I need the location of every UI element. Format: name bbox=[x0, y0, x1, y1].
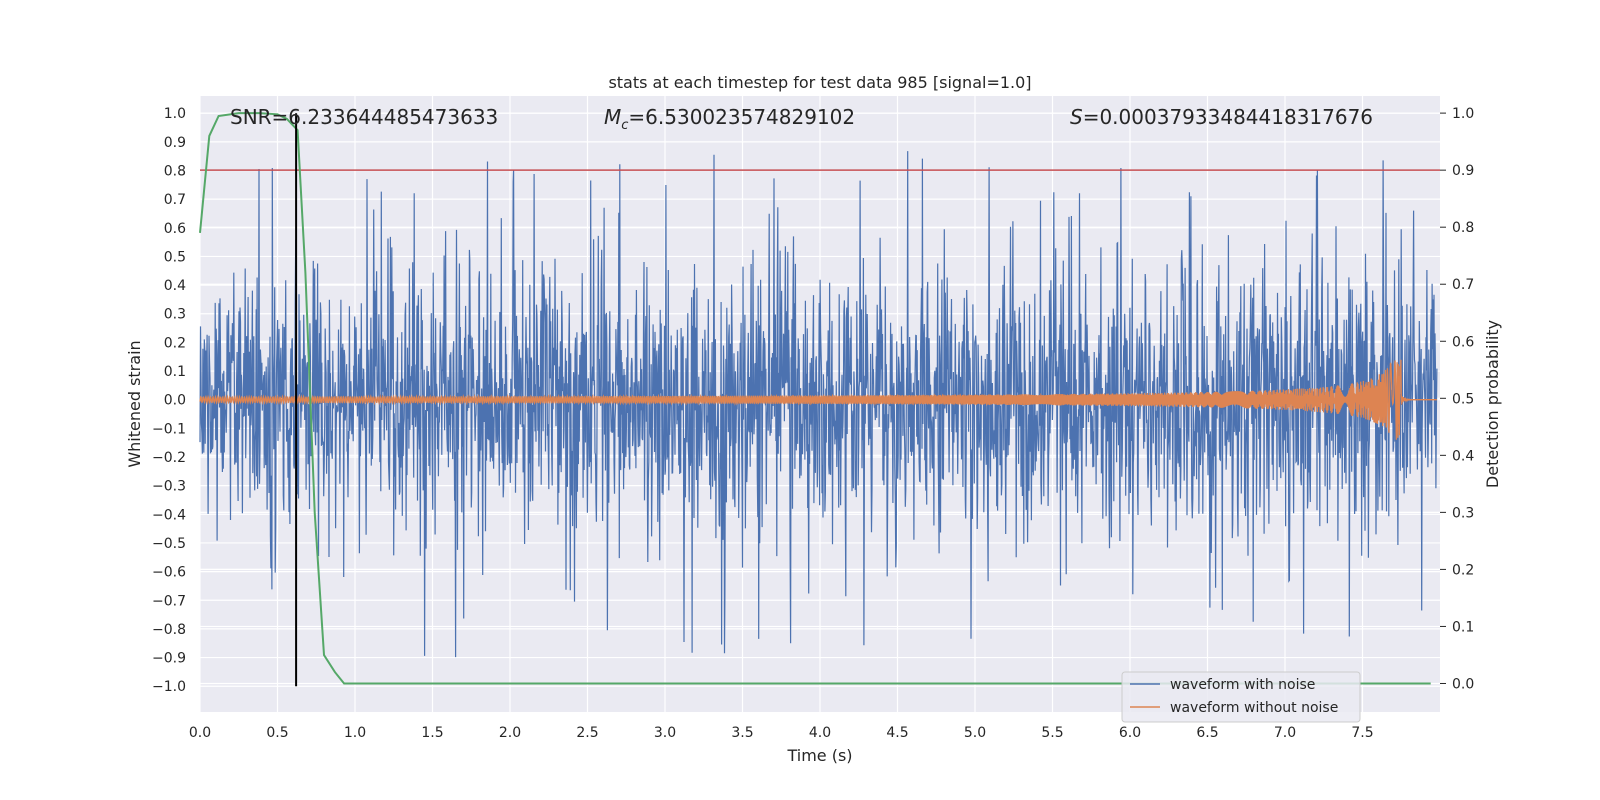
y-tick-label: 0.5 bbox=[164, 249, 186, 265]
x-tick-label: 2.0 bbox=[499, 725, 521, 741]
x-tick-label: 0.0 bbox=[189, 725, 211, 741]
y-right-tick-label: 0.5 bbox=[1452, 391, 1474, 407]
legend-box bbox=[1121, 671, 1361, 723]
series-layer bbox=[199, 112, 1440, 687]
x-tick-label: 3.0 bbox=[654, 725, 676, 741]
mc-subscript: c bbox=[621, 118, 628, 133]
y-tick-label: 0.3 bbox=[164, 307, 186, 323]
series-detection-probability bbox=[199, 112, 1431, 685]
x-tick-label: 5.0 bbox=[964, 725, 986, 741]
x-tick-label: 5.5 bbox=[1041, 725, 1063, 741]
x-tick-label: 6.0 bbox=[1119, 725, 1141, 741]
y-tick-label: −0.5 bbox=[152, 536, 186, 552]
s-symbol: S bbox=[1070, 105, 1083, 129]
y-tick-label: −0.8 bbox=[152, 622, 186, 638]
ticks: 0.0 0.5 1.0 1.5 2.0 2.5 3.0 3.5 4.0 4.5 5.0 5.5 6.0 6… bbox=[152, 106, 1474, 741]
y-tick-label: −0.6 bbox=[152, 565, 186, 581]
y-right-axis-label: Detection probability bbox=[1483, 320, 1502, 488]
s-value: =0.00037933484418317676 bbox=[1083, 105, 1373, 129]
y-right-tick-label: 0.4 bbox=[1452, 448, 1474, 464]
snr-annotation: SNR=6.233644485473633 bbox=[230, 105, 498, 129]
x-axis-label: Time (s) bbox=[786, 746, 852, 765]
y-tick-label: −0.3 bbox=[152, 479, 186, 495]
y-right-tick-label: 0.3 bbox=[1452, 505, 1474, 521]
y-right-tick-label: 0.6 bbox=[1452, 334, 1474, 350]
x-tick-label: 1.0 bbox=[344, 725, 366, 741]
y-tick-label: −1.0 bbox=[152, 679, 186, 695]
y-tick-label: 0.1 bbox=[164, 364, 186, 380]
legend-label-clean: waveform without noise bbox=[1170, 700, 1338, 716]
y-tick-label: 0.2 bbox=[164, 335, 186, 351]
mc-value: =6.530023574829102 bbox=[628, 105, 855, 129]
chart-title: stats at each timestep for test data 985… bbox=[608, 73, 1031, 92]
y-tick-label: 1.0 bbox=[164, 106, 186, 122]
series-waveform-without-noise bbox=[199, 359, 1437, 440]
y-tick-label: 0.7 bbox=[164, 192, 186, 208]
y-tick-label: 0.9 bbox=[164, 135, 186, 151]
x-tick-label: 1.5 bbox=[421, 725, 443, 741]
y-tick-label: −0.2 bbox=[152, 450, 186, 466]
y-right-tick-label: 0.9 bbox=[1452, 163, 1474, 179]
y-tick-label: −0.9 bbox=[152, 651, 186, 667]
x-tick-label: 7.5 bbox=[1351, 725, 1373, 741]
legend-label-noise: waveform with noise bbox=[1170, 677, 1315, 693]
y-tick-label: −0.7 bbox=[152, 593, 186, 609]
x-tick-label: 4.5 bbox=[886, 725, 908, 741]
y-tick-label: −0.4 bbox=[152, 507, 186, 523]
y-tick-label: 0.8 bbox=[164, 163, 186, 179]
y-right-tick-label: 0.2 bbox=[1452, 562, 1474, 578]
x-tick-label: 6.5 bbox=[1196, 725, 1218, 741]
x-tick-label: 3.5 bbox=[731, 725, 753, 741]
legend: waveform with noise waveform without noi… bbox=[1121, 671, 1361, 723]
x-tick-label: 4.0 bbox=[809, 725, 831, 741]
mc-symbol: M bbox=[604, 105, 621, 129]
x-tick-label: 7.0 bbox=[1274, 725, 1296, 741]
x-tick-label: 0.5 bbox=[266, 725, 288, 741]
chirp-mass-annotation: Mc=6.530023574829102 bbox=[604, 105, 855, 133]
y-right-tick-label: 0.1 bbox=[1452, 619, 1474, 635]
x-tick-label: 2.5 bbox=[576, 725, 598, 741]
y-right-tick-label: 1.0 bbox=[1452, 106, 1474, 122]
s-annotation: S=0.00037933484418317676 bbox=[1070, 105, 1373, 129]
y-tick-label: 0.6 bbox=[164, 221, 186, 237]
y-tick-label: 0.4 bbox=[164, 278, 186, 294]
y-right-tick-label: 0.7 bbox=[1452, 277, 1474, 293]
y-axis-label: Whitened strain bbox=[125, 340, 144, 467]
y-tick-label: 0.0 bbox=[164, 393, 186, 409]
y-right-tick-label: 0.0 bbox=[1452, 676, 1474, 692]
y-tick-label: −0.1 bbox=[152, 421, 186, 437]
y-right-tick-label: 0.8 bbox=[1452, 220, 1474, 236]
